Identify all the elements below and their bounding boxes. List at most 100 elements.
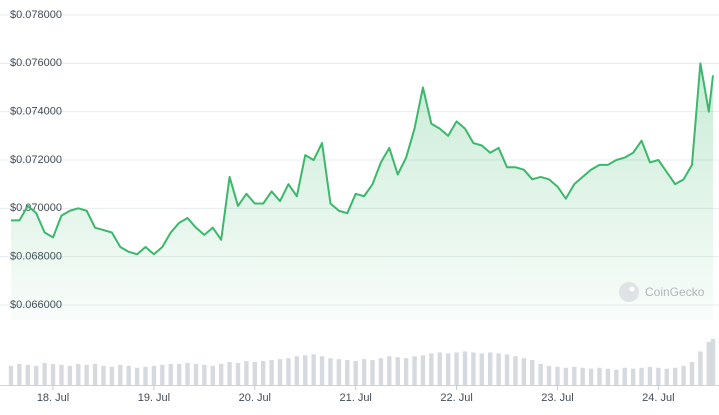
volume-bar bbox=[689, 362, 695, 385]
plot bbox=[11, 62, 714, 320]
volume-bar bbox=[176, 363, 182, 385]
volume-bar bbox=[656, 367, 661, 385]
volume-bar bbox=[471, 352, 476, 385]
y-tick-label: $0.078000 bbox=[10, 9, 62, 21]
volume-bar bbox=[59, 364, 64, 385]
y-tick-label: $0.076000 bbox=[10, 57, 62, 69]
volume-bar bbox=[277, 359, 283, 385]
volume-bar bbox=[168, 363, 173, 385]
volume-bar bbox=[462, 351, 468, 385]
volume-bar bbox=[479, 353, 485, 385]
volume-bar bbox=[437, 352, 442, 385]
volume-bar bbox=[706, 341, 711, 385]
volume-bars bbox=[8, 339, 716, 385]
volume-bar bbox=[597, 367, 602, 385]
x-tick-label: 19. Jul bbox=[138, 392, 170, 404]
volume-bar bbox=[92, 363, 98, 385]
volume-bar bbox=[420, 355, 426, 385]
volume-bar bbox=[67, 365, 73, 385]
volume-bar bbox=[555, 366, 560, 385]
y-tick-label: $0.070000 bbox=[10, 202, 62, 214]
price-line bbox=[11, 62, 714, 256]
volume-bar bbox=[496, 353, 501, 385]
price-area bbox=[11, 63, 713, 320]
watermark: CoinGecko bbox=[645, 285, 705, 299]
volume-bar bbox=[353, 361, 358, 385]
volume-bar bbox=[454, 352, 459, 385]
volume-bar bbox=[605, 368, 611, 385]
volume-bar bbox=[563, 367, 569, 385]
volume-bar bbox=[630, 368, 636, 385]
volume-bar bbox=[698, 351, 703, 385]
volume-bar bbox=[513, 356, 518, 385]
volume-bar bbox=[488, 352, 493, 385]
volume-bar bbox=[303, 355, 308, 385]
volume-bar bbox=[361, 359, 367, 385]
volume-bar bbox=[538, 363, 543, 385]
volume-bar bbox=[76, 363, 81, 385]
volume-bar bbox=[193, 363, 199, 385]
volume-bar bbox=[126, 365, 131, 385]
volume-bar bbox=[8, 365, 14, 385]
volume-bar bbox=[235, 362, 241, 385]
volume-bar bbox=[17, 363, 22, 385]
volume-bar bbox=[84, 364, 89, 385]
volume-bar bbox=[412, 356, 417, 385]
volume-bar bbox=[244, 361, 249, 385]
volume-bar bbox=[109, 366, 115, 385]
volume-bar bbox=[530, 360, 535, 385]
volume-bar bbox=[572, 366, 577, 385]
volume-bar bbox=[42, 362, 47, 385]
volume-bar bbox=[378, 358, 384, 385]
volume-bar bbox=[160, 364, 165, 385]
volume-bar bbox=[118, 364, 123, 385]
volume-bar bbox=[328, 358, 333, 385]
volume-bar bbox=[25, 364, 31, 385]
volume-bar bbox=[143, 366, 148, 385]
watermark-logo: CoinGecko bbox=[619, 282, 705, 302]
volume-bar bbox=[286, 358, 291, 385]
volume-bar bbox=[210, 365, 215, 385]
x-tick-label: 24. Jul bbox=[642, 392, 674, 404]
volume-bar bbox=[588, 368, 594, 385]
volume-bar bbox=[218, 363, 224, 385]
volume-bar bbox=[429, 353, 434, 385]
volume-bar bbox=[311, 354, 316, 385]
volume-bar bbox=[101, 365, 106, 385]
volume-bar bbox=[185, 362, 190, 385]
volume-bar bbox=[269, 360, 274, 385]
volume-bar bbox=[134, 367, 140, 385]
volume-bar bbox=[395, 357, 400, 385]
volume-bar bbox=[370, 360, 375, 385]
volume-bar bbox=[580, 367, 585, 385]
volume-bar bbox=[252, 362, 258, 385]
volume-bar bbox=[521, 358, 527, 385]
volume-bar bbox=[227, 362, 232, 385]
volume-bar bbox=[294, 356, 300, 385]
volume-bar bbox=[319, 356, 325, 385]
volume-bar bbox=[504, 354, 510, 385]
volume-bar bbox=[622, 367, 627, 385]
x-tick-label: 18. Jul bbox=[37, 392, 69, 404]
volume-bar bbox=[546, 365, 552, 385]
volume-bar bbox=[387, 356, 392, 385]
x-tick-label: 22. Jul bbox=[440, 392, 472, 404]
volume-bar bbox=[681, 365, 686, 385]
volume-bar bbox=[664, 368, 669, 385]
volume-bar bbox=[639, 367, 644, 385]
volume-bar bbox=[345, 360, 350, 385]
x-tick-label: 20. Jul bbox=[239, 392, 271, 404]
volume-bar bbox=[50, 363, 56, 385]
volume-bar bbox=[672, 367, 678, 385]
volume-bar bbox=[710, 339, 716, 385]
volume-bar bbox=[614, 369, 619, 385]
y-tick-label: $0.072000 bbox=[10, 154, 62, 166]
volume-bar bbox=[202, 364, 207, 385]
volume-bar bbox=[151, 365, 157, 385]
volume-bar bbox=[336, 359, 342, 385]
volume-bar bbox=[647, 366, 653, 385]
x-tick-label: 21. Jul bbox=[339, 392, 371, 404]
volume-bar bbox=[261, 361, 266, 385]
volume-bar bbox=[34, 365, 39, 385]
